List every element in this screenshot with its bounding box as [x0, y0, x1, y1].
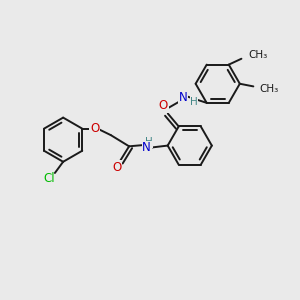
Text: O: O: [112, 161, 121, 174]
Text: N: N: [179, 91, 188, 104]
Text: H: H: [145, 137, 153, 148]
Text: Cl: Cl: [44, 172, 56, 185]
Text: N: N: [142, 141, 151, 154]
Text: H: H: [190, 97, 198, 107]
Text: O: O: [159, 99, 168, 112]
Text: CH₃: CH₃: [248, 50, 267, 60]
Text: CH₃: CH₃: [260, 84, 279, 94]
Text: O: O: [90, 122, 99, 135]
